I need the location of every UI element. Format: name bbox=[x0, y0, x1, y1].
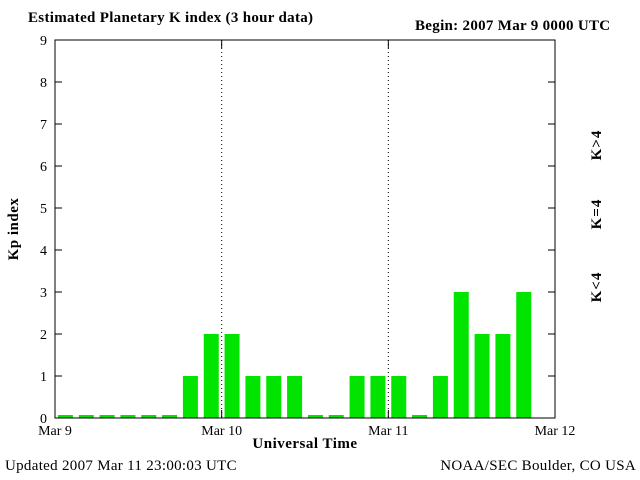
begin-label: Begin: 2007 Mar 9 0000 UTC bbox=[415, 18, 610, 34]
y-tick-label: 1 bbox=[40, 370, 47, 385]
kp-bar bbox=[245, 376, 261, 418]
kp-bar bbox=[370, 376, 386, 418]
x-tick-label: Mar 10 bbox=[201, 424, 242, 439]
y-tick-label: 7 bbox=[40, 118, 47, 133]
kp-bar bbox=[287, 376, 303, 418]
kp-bar bbox=[516, 292, 532, 418]
legend-label-2: K=4 bbox=[589, 199, 605, 230]
source-label: NOAA/SEC Boulder, CO USA bbox=[440, 458, 636, 474]
kp-bar bbox=[495, 334, 511, 418]
x-axis-label: Universal Time bbox=[252, 436, 357, 452]
chart-title: Estimated Planetary K index (3 hour data… bbox=[28, 10, 313, 26]
kp-bar-zero bbox=[57, 415, 73, 418]
x-tick-label: Mar 12 bbox=[535, 424, 576, 439]
kp-bar-zero bbox=[78, 415, 94, 418]
y-tick-label: 8 bbox=[40, 76, 47, 91]
x-tick-label: Mar 9 bbox=[38, 424, 72, 439]
y-tick-label: 5 bbox=[40, 202, 47, 217]
kp-bar bbox=[266, 376, 282, 418]
y-tick-label: 4 bbox=[40, 244, 47, 259]
updated-label: Updated 2007 Mar 11 23:00:03 UTC bbox=[5, 458, 237, 474]
plot-frame bbox=[54, 39, 556, 419]
kp-bar bbox=[203, 334, 219, 418]
y-tick-label: 0 bbox=[40, 412, 47, 427]
legend: K>4 K=4 K<4 bbox=[589, 130, 605, 303]
kp-bar bbox=[391, 376, 407, 418]
legend-label-3: K<4 bbox=[589, 272, 605, 303]
kp-bar-zero bbox=[141, 415, 157, 418]
y-tick-label: 6 bbox=[40, 160, 47, 175]
kp-bar bbox=[474, 334, 490, 418]
y-axis-label: Kp index bbox=[6, 198, 22, 261]
kp-bar bbox=[224, 334, 240, 418]
plot-area: 0 1 2 3 4 5 6 7 8 9 Mar 9 Mar 10 Mar 11 Mar 12 bbox=[38, 34, 575, 439]
kp-bar-zero bbox=[328, 415, 344, 418]
kp-bar bbox=[182, 376, 198, 418]
kp-bar-zero bbox=[412, 415, 428, 418]
kp-bar-zero bbox=[162, 415, 178, 418]
kp-bar bbox=[432, 376, 448, 418]
y-tick-label: 9 bbox=[40, 34, 47, 49]
legend-label-1: K>4 bbox=[589, 130, 605, 161]
kp-bar-zero bbox=[120, 415, 136, 418]
kp-bar bbox=[349, 376, 365, 418]
x-tick-label: Mar 11 bbox=[368, 424, 408, 439]
y-tick-label: 3 bbox=[40, 286, 47, 301]
kp-bar-zero bbox=[307, 415, 323, 418]
kp-bar-zero bbox=[99, 415, 115, 418]
y-tick-label: 2 bbox=[40, 328, 47, 343]
kp-bar bbox=[453, 292, 469, 418]
